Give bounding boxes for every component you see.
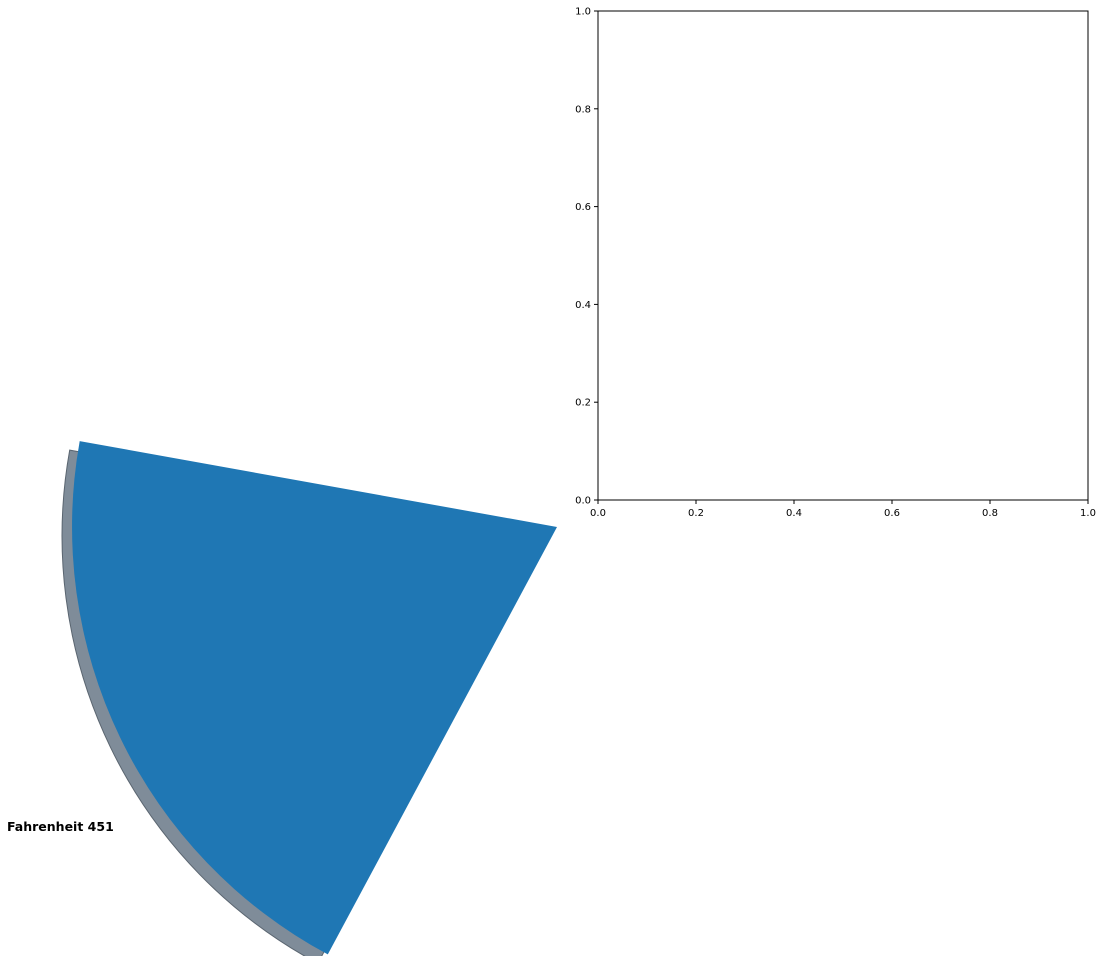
x-tick-label: 0.8 xyxy=(982,508,998,519)
pie-slice[interactable] xyxy=(72,441,557,955)
pie-chart: Fahrenheit 451 xyxy=(7,441,557,956)
y-tick-label: 0.8 xyxy=(575,104,591,115)
y-axis: 0.0 0.2 0.4 0.6 0.8 1.0 xyxy=(575,7,598,507)
pie-slice-label: Fahrenheit 451 xyxy=(7,819,114,834)
x-tick-label: 0.6 xyxy=(884,508,900,519)
y-tick-label: 1.0 xyxy=(575,7,591,18)
y-tick-label: 0.0 xyxy=(575,496,591,507)
y-tick-label: 0.6 xyxy=(575,202,591,213)
empty-axes-chart: 0.0 0.2 0.4 0.6 0.8 1.0 0.0 0.2 0.4 0.6 0.8 1.0 xyxy=(575,7,1096,520)
x-tick-label: 0.4 xyxy=(786,508,802,519)
x-axis: 0.0 0.2 0.4 0.6 0.8 1.0 xyxy=(590,500,1096,519)
x-tick-label: 1.0 xyxy=(1080,508,1096,519)
y-tick-label: 0.2 xyxy=(575,398,591,409)
y-tick-label: 0.4 xyxy=(575,300,591,311)
x-tick-label: 0.0 xyxy=(590,508,606,519)
plot-area xyxy=(597,10,1089,501)
x-tick-label: 0.2 xyxy=(688,508,704,519)
